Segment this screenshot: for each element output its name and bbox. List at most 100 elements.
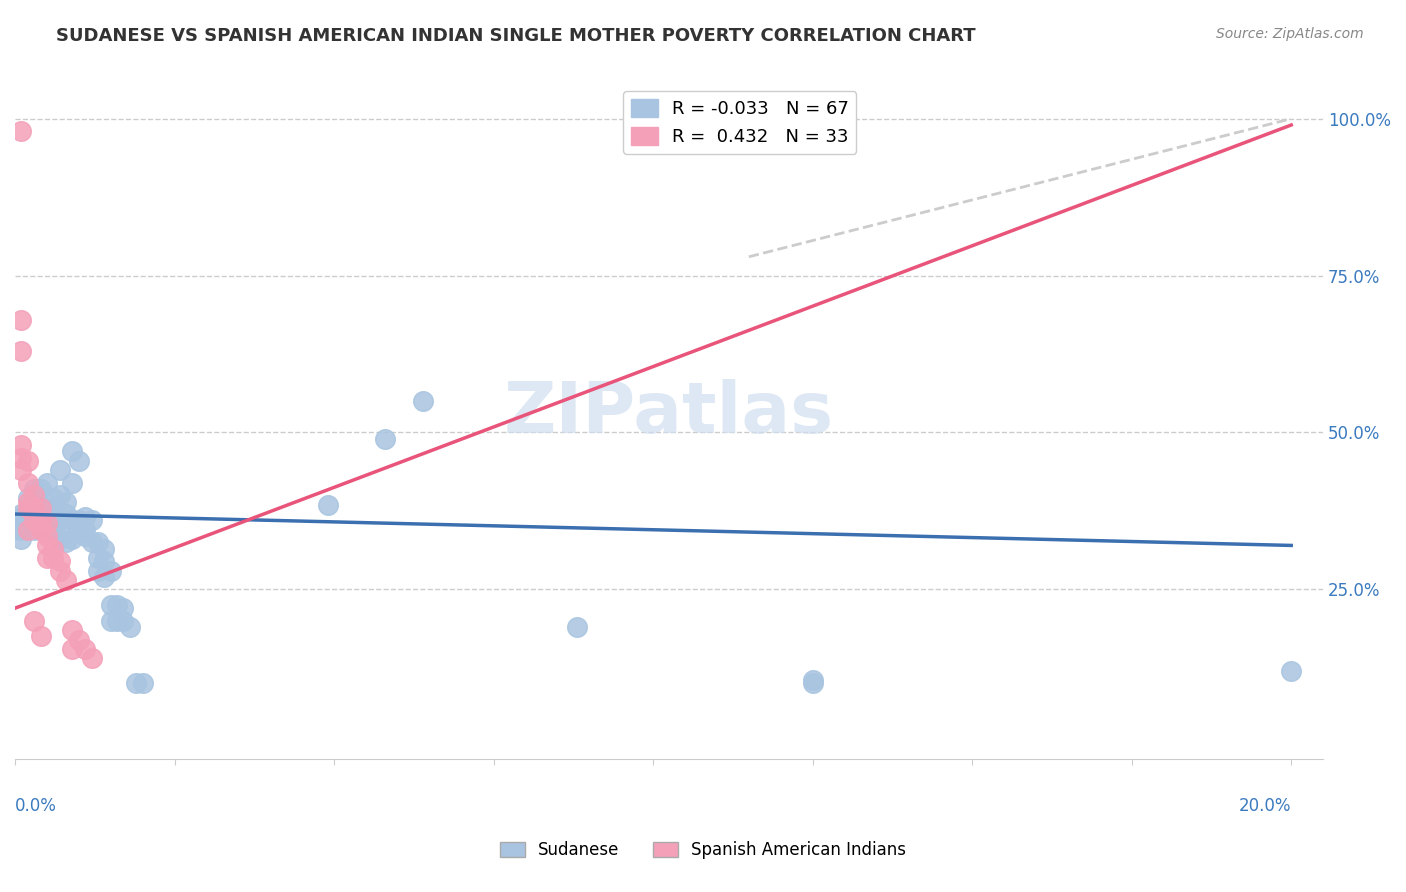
Point — [30, 500, 52, 515]
Point — [48, 463, 70, 477]
Point — [62, 444, 84, 458]
Text: ZIPatlas: ZIPatlas — [503, 379, 834, 448]
Point — [17, 516, 39, 531]
Point — [35, 500, 58, 515]
Point — [87, 564, 110, 578]
Point — [131, 676, 153, 690]
Point — [48, 488, 70, 502]
Point — [35, 513, 58, 527]
Point — [17, 491, 39, 506]
Point — [48, 554, 70, 568]
Point — [565, 620, 588, 634]
Point — [35, 516, 58, 531]
Point — [30, 510, 52, 524]
Point — [17, 475, 39, 490]
Point — [75, 642, 97, 657]
Point — [62, 475, 84, 490]
Point — [30, 523, 52, 537]
Point — [48, 513, 70, 527]
Point — [67, 513, 90, 527]
Point — [22, 488, 45, 502]
Point — [17, 500, 39, 515]
Point — [42, 541, 65, 556]
Point — [93, 554, 115, 568]
Point — [10, 516, 32, 531]
Point — [48, 532, 70, 546]
Point — [17, 494, 39, 508]
Point — [10, 312, 32, 326]
Point — [112, 601, 135, 615]
Point — [105, 614, 128, 628]
Point — [80, 651, 103, 665]
Point — [22, 500, 45, 515]
Point — [801, 676, 824, 690]
Point — [17, 453, 39, 467]
Point — [75, 510, 97, 524]
Point — [35, 538, 58, 552]
Point — [316, 498, 339, 512]
Point — [30, 482, 52, 496]
Point — [62, 623, 84, 637]
Point — [35, 516, 58, 531]
Point — [80, 535, 103, 549]
Point — [17, 523, 39, 537]
Point — [75, 523, 97, 537]
Point — [35, 529, 58, 543]
Point — [55, 507, 77, 521]
Point — [55, 494, 77, 508]
Point — [100, 564, 122, 578]
Point — [22, 614, 45, 628]
Point — [10, 532, 32, 546]
Point — [55, 573, 77, 587]
Point — [374, 432, 396, 446]
Point — [100, 598, 122, 612]
Point — [62, 642, 84, 657]
Point — [75, 529, 97, 543]
Point — [87, 535, 110, 549]
Point — [125, 676, 148, 690]
Text: 0.0%: 0.0% — [15, 797, 56, 814]
Point — [87, 551, 110, 566]
Point — [1279, 664, 1302, 678]
Point — [30, 629, 52, 643]
Point — [62, 513, 84, 527]
Point — [10, 463, 32, 477]
Point — [42, 523, 65, 537]
Point — [80, 513, 103, 527]
Point — [67, 453, 90, 467]
Point — [22, 500, 45, 515]
Point — [48, 564, 70, 578]
Point — [22, 513, 45, 527]
Point — [42, 500, 65, 515]
Point — [93, 570, 115, 584]
Point — [67, 632, 90, 647]
Point — [412, 394, 434, 409]
Point — [10, 523, 32, 537]
Point — [55, 523, 77, 537]
Point — [17, 507, 39, 521]
Text: SUDANESE VS SPANISH AMERICAN INDIAN SINGLE MOTHER POVERTY CORRELATION CHART: SUDANESE VS SPANISH AMERICAN INDIAN SING… — [56, 27, 976, 45]
Point — [10, 124, 32, 138]
Point — [10, 438, 32, 452]
Point — [22, 523, 45, 537]
Point — [112, 614, 135, 628]
Legend: Sudanese, Spanish American Indians: Sudanese, Spanish American Indians — [494, 835, 912, 866]
Point — [30, 523, 52, 537]
Point — [67, 523, 90, 537]
Legend: R = -0.033   N = 67, R =  0.432   N = 33: R = -0.033 N = 67, R = 0.432 N = 33 — [623, 91, 856, 153]
Point — [118, 620, 141, 634]
Text: Source: ZipAtlas.com: Source: ZipAtlas.com — [1216, 27, 1364, 41]
Point — [35, 551, 58, 566]
Text: 20.0%: 20.0% — [1239, 797, 1291, 814]
Point — [10, 507, 32, 521]
Point — [42, 507, 65, 521]
Point — [55, 535, 77, 549]
Point — [93, 541, 115, 556]
Point — [10, 450, 32, 465]
Point — [22, 482, 45, 496]
Point — [42, 551, 65, 566]
Point — [105, 598, 128, 612]
Point — [100, 614, 122, 628]
Point — [801, 673, 824, 688]
Point — [10, 343, 32, 358]
